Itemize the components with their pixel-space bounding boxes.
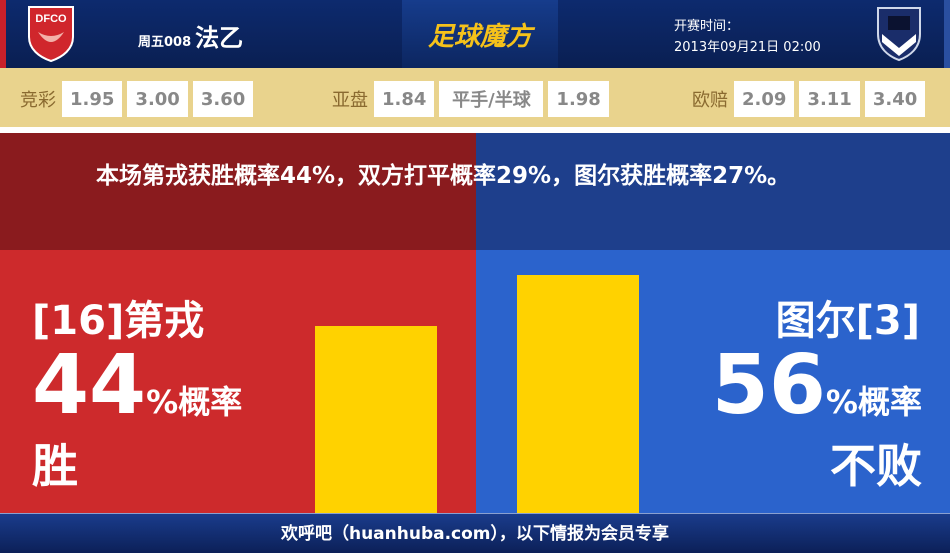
odds-group-euro: 欧赔 2.09 3.11 3.40 — [692, 81, 930, 117]
kickoff-time: 2013年09月21日 02:00 — [674, 40, 821, 55]
prediction-message: 本场第戎获胜概率44%，双方打平概率29%，图尔获胜概率27%。 — [0, 133, 950, 250]
odds-value: 3.40 — [864, 81, 926, 117]
away-percent-unit: %概率 — [825, 383, 922, 421]
odds-value: 1.95 — [62, 81, 123, 117]
odds-bar: 竞彩 1.95 3.00 3.60 亚盘 1.84 平手/半球 1.98 欧赔 … — [0, 68, 950, 130]
odds-label: 亚盘 — [332, 90, 368, 111]
odds-value: 1.84 — [374, 81, 435, 117]
match-info: 周五008 法乙 — [138, 18, 243, 53]
odds-label: 竞彩 — [20, 90, 56, 111]
kickoff: 开赛时间： 2013年09月21日 02:00 — [674, 16, 821, 58]
home-percent-unit: %概率 — [146, 383, 243, 421]
svg-text:DFCO: DFCO — [35, 13, 67, 25]
home-team: [16]第戎 — [32, 298, 205, 344]
away-result: 不败 — [830, 439, 922, 493]
kickoff-label: 开赛时间： — [674, 19, 740, 34]
home-probability-bar — [315, 326, 437, 513]
odds-group-asian: 亚盘 1.84 平手/半球 1.98 — [332, 81, 614, 117]
match-number: 周五008 — [138, 35, 192, 50]
match-header: DFCO 周五008 法乙 足球魔方 开赛时间： 2013年09月21日 02:00 — [0, 0, 950, 68]
dijon-logo: DFCO — [28, 6, 74, 62]
odds-value: 3.11 — [799, 81, 860, 117]
home-result: 胜 — [32, 439, 78, 493]
away-percent: 56%概率 — [712, 338, 922, 433]
home-percent: 44%概率 — [32, 338, 242, 433]
odds-value: 3.60 — [192, 81, 254, 117]
odds-value: 平手/半球 — [439, 81, 544, 117]
odds-label: 欧赔 — [692, 90, 728, 111]
league: 法乙 — [195, 24, 244, 52]
tours-logo — [877, 7, 921, 62]
brand-logo: 足球魔方 — [402, 0, 558, 68]
away-team: 图尔[3] — [775, 298, 920, 344]
away-percent-value: 56 — [711, 338, 826, 433]
odds-value: 2.09 — [734, 81, 795, 117]
odds-group-jingcai: 竞彩 1.95 3.00 3.60 — [20, 81, 258, 117]
prediction-text: 本场第戎获胜概率44%，双方打平概率29%，图尔获胜概率27%。 — [96, 163, 791, 189]
away-probability-bar — [517, 275, 639, 513]
home-panel: [16]第戎 44%概率 胜 — [0, 250, 476, 513]
away-panel: 图尔[3] 56%概率 不败 — [476, 250, 950, 513]
footer-banner[interactable]: 欢呼吧（huanhuba.com），以下情报为会员专享 — [0, 513, 950, 553]
home-percent-value: 44 — [32, 338, 147, 433]
odds-value: 1.98 — [548, 81, 609, 117]
odds-value: 3.00 — [127, 81, 188, 117]
